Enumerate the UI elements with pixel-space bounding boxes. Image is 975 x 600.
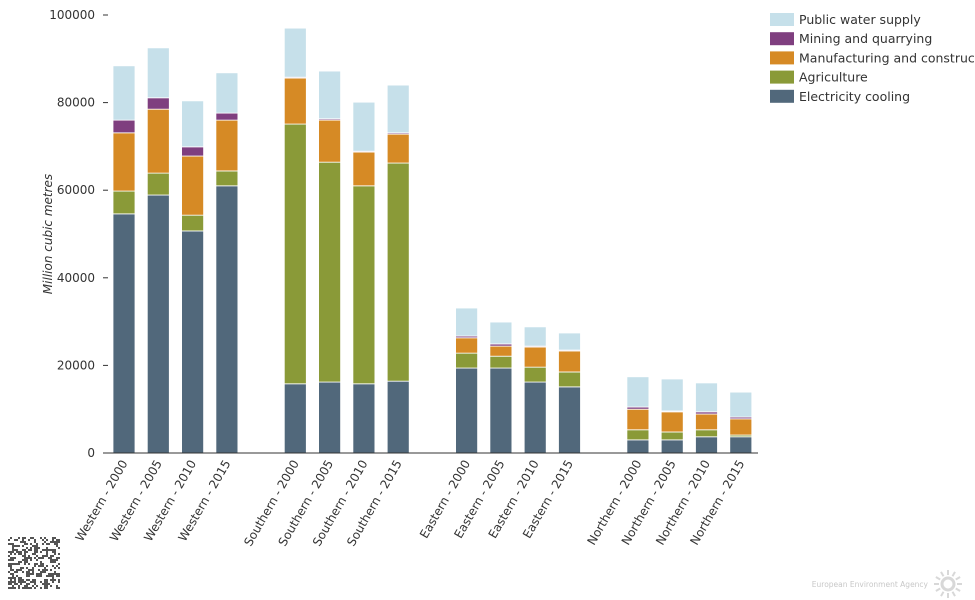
bar-segment-manufacturing-and-construction-14[interactable] (695, 413, 718, 431)
legend-label: Agriculture (799, 70, 868, 85)
legend-swatch (770, 89, 794, 103)
bar-segment-public-water-supply-0[interactable] (112, 65, 136, 121)
bar-segment-manufacturing-and-construction-10[interactable] (523, 346, 547, 368)
qr-code (8, 537, 60, 589)
legend-item-public-water-supply[interactable]: Public water supply (770, 12, 921, 27)
bar-segment-agriculture-9[interactable] (489, 355, 513, 369)
bar-segment-manufacturing-and-construction-9[interactable] (489, 345, 513, 357)
bar-segment-public-water-supply-5[interactable] (318, 70, 342, 120)
bar-segment-agriculture-2[interactable] (181, 214, 205, 232)
legend-item-manufacturing-and-construction[interactable]: Manufacturing and construction (770, 50, 975, 65)
bar-segment-manufacturing-and-construction-7[interactable] (386, 133, 410, 164)
bars-layer (112, 27, 753, 454)
bar-segment-agriculture-8[interactable] (455, 352, 479, 369)
bar-segment-electricity-cooling-7[interactable] (386, 380, 410, 454)
bar-segment-electricity-cooling-2[interactable] (181, 230, 205, 454)
bar-segment-public-water-supply-10[interactable] (523, 326, 547, 347)
y-tick-label: 100000 (49, 8, 95, 22)
legend-label: Public water supply (799, 12, 921, 27)
bar-segment-public-water-supply-4[interactable] (283, 27, 307, 78)
bar-segment-mining-and-quarrying-2[interactable] (181, 146, 205, 157)
y-tick-label: 60000 (57, 183, 95, 197)
bar-segment-public-water-supply-9[interactable] (489, 321, 513, 345)
bar-segment-electricity-cooling-3[interactable] (215, 185, 239, 454)
bar-segment-public-water-supply-8[interactable] (455, 307, 479, 337)
bar-segment-agriculture-11[interactable] (558, 371, 581, 388)
bar-segment-manufacturing-and-construction-12[interactable] (626, 408, 650, 431)
y-tick-label: 40000 (57, 271, 95, 285)
bar-segment-public-water-supply-14[interactable] (695, 382, 718, 413)
bar-segment-electricity-cooling-10[interactable] (523, 381, 547, 454)
legend-swatch (770, 32, 794, 46)
legend-label: Manufacturing and construction (799, 50, 975, 65)
bar-segment-mining-and-quarrying-0[interactable] (112, 119, 136, 134)
bar-segment-electricity-cooling-14[interactable] (695, 436, 718, 454)
bar-segment-manufacturing-and-construction-15[interactable] (729, 418, 753, 436)
legend-swatch (770, 13, 794, 26)
bar-segment-public-water-supply-7[interactable] (386, 84, 410, 134)
legend-swatch (770, 51, 794, 65)
eea-sun-logo-icon (934, 570, 962, 598)
bar-segment-agriculture-4[interactable] (283, 123, 307, 385)
legend-swatch (770, 70, 794, 84)
bar-segment-public-water-supply-12[interactable] (626, 376, 650, 408)
bar-segment-manufacturing-and-construction-1[interactable] (146, 108, 170, 174)
bar-segment-public-water-supply-1[interactable] (146, 47, 170, 99)
bar-segment-electricity-cooling-4[interactable] (283, 383, 307, 454)
bar-segment-manufacturing-and-construction-11[interactable] (558, 350, 581, 373)
legend-item-agriculture[interactable]: Agriculture (770, 70, 868, 85)
y-tick-label: 20000 (57, 358, 95, 372)
legend-label: Mining and quarrying (799, 31, 932, 46)
bar-segment-electricity-cooling-15[interactable] (729, 436, 753, 454)
bar-segment-agriculture-5[interactable] (318, 161, 342, 383)
y-tick-label: 0 (87, 446, 95, 460)
bar-segment-electricity-cooling-9[interactable] (489, 367, 513, 454)
y-tick-label: 80000 (57, 96, 95, 110)
bar-segment-electricity-cooling-8[interactable] (455, 367, 479, 454)
bar-segment-mining-and-quarrying-1[interactable] (146, 97, 170, 110)
bar-segment-manufacturing-and-construction-8[interactable] (455, 337, 479, 354)
bar-segment-agriculture-1[interactable] (146, 172, 170, 196)
bar-segment-electricity-cooling-13[interactable] (660, 439, 684, 454)
bar-segment-public-water-supply-11[interactable] (558, 332, 581, 351)
bar-segment-electricity-cooling-12[interactable] (626, 439, 650, 454)
bar-segment-agriculture-7[interactable] (386, 162, 410, 382)
bar-segment-public-water-supply-6[interactable] (352, 101, 376, 152)
bar-segment-electricity-cooling-6[interactable] (352, 383, 376, 454)
bar-segment-public-water-supply-15[interactable] (729, 391, 753, 418)
bar-segment-electricity-cooling-1[interactable] (146, 194, 170, 454)
y-axis-label: Million cubic metres (41, 174, 55, 294)
bar-segment-electricity-cooling-11[interactable] (558, 386, 581, 454)
bar-segment-agriculture-3[interactable] (215, 170, 239, 187)
bar-segment-manufacturing-and-construction-0[interactable] (112, 132, 136, 192)
y-axis: 0 20000 40000 60000 80000 100000 (49, 8, 758, 460)
bar-segment-manufacturing-and-construction-3[interactable] (215, 119, 239, 172)
legend-item-mining-and-quarrying[interactable]: Mining and quarrying (770, 31, 932, 46)
bar-segment-manufacturing-and-construction-2[interactable] (181, 155, 205, 216)
bar-segment-electricity-cooling-0[interactable] (112, 213, 136, 454)
bar-segment-manufacturing-and-construction-4[interactable] (283, 77, 307, 125)
bar-segment-agriculture-13[interactable] (660, 431, 684, 441)
bar-segment-electricity-cooling-5[interactable] (318, 381, 342, 454)
bar-segment-manufacturing-and-construction-5[interactable] (318, 119, 342, 163)
bar-segment-agriculture-14[interactable] (695, 429, 718, 438)
bar-segment-public-water-supply-13[interactable] (660, 378, 684, 412)
bar-segment-manufacturing-and-construction-13[interactable] (660, 411, 684, 433)
bar-segment-agriculture-10[interactable] (523, 366, 547, 383)
bar-segment-agriculture-0[interactable] (112, 190, 136, 215)
bar-segment-mining-and-quarrying-3[interactable] (215, 112, 239, 121)
legend-label: Electricity cooling (799, 89, 910, 104)
bar-segment-public-water-supply-2[interactable] (181, 100, 205, 148)
legend-item-electricity-cooling[interactable]: Electricity cooling (770, 89, 910, 104)
eea-logo-text: European Environment Agency (812, 580, 929, 589)
bar-segment-agriculture-12[interactable] (626, 429, 650, 441)
legend: Public water supply Mining and quarrying M… (770, 12, 975, 104)
bar-segment-public-water-supply-3[interactable] (215, 72, 239, 114)
bar-segment-manufacturing-and-construction-6[interactable] (352, 151, 376, 187)
bar-segment-agriculture-6[interactable] (352, 185, 376, 385)
